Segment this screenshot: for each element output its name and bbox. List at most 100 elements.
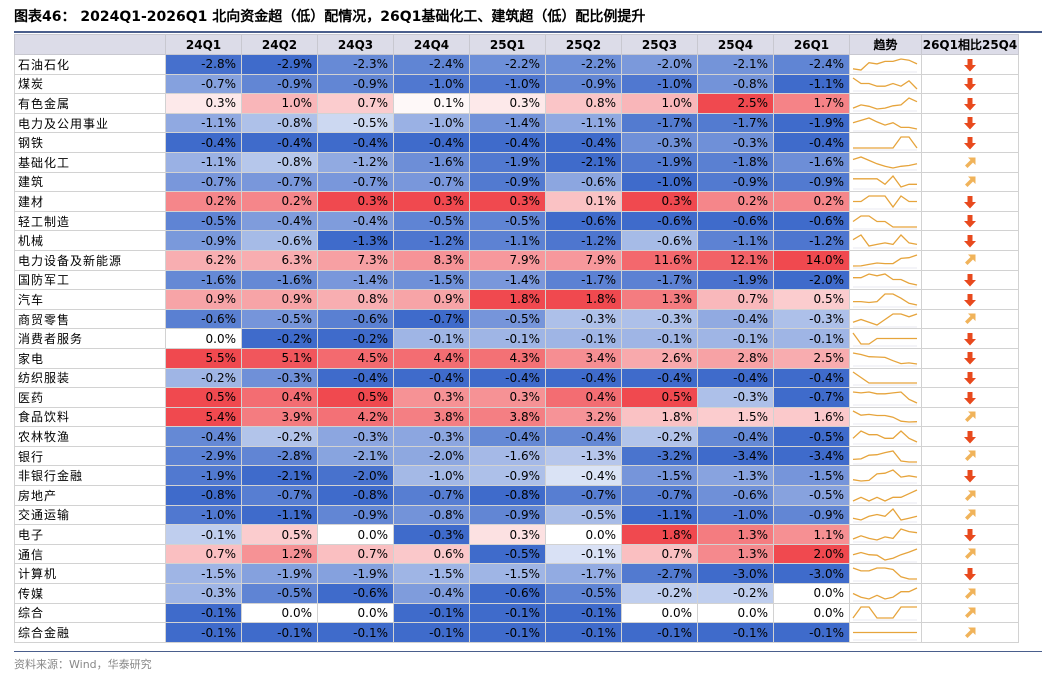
industry-name: 建筑 [14,171,166,193]
overweight-table: 24Q1 24Q2 24Q3 24Q4 25Q1 25Q2 25Q3 25Q4 26Q1 趋势 26… [14,34,1019,643]
value-cell: -1.3% [697,465,774,487]
value-cell: 1.2% [241,543,318,565]
sparkline-svg [852,489,918,504]
value-cell: -0.6% [697,485,774,506]
value-cell: 0.0% [165,328,242,349]
value-cell: -0.4% [697,367,774,389]
value-cell: -0.5% [165,210,242,232]
change-cell [921,347,1019,369]
value-cell: 3.8% [393,406,470,428]
header-25Q2: 25Q2 [545,34,622,55]
header-26Q1相比25Q4: 26Q1相比25Q4 [921,34,1019,55]
arrow-down-icon [964,274,976,287]
value-cell: 7.3% [317,249,394,271]
value-cell: -0.4% [545,426,622,447]
value-cell: -1.9% [469,151,546,173]
industry-name: 建材 [14,191,166,212]
sparkline-line [852,528,918,541]
trend-sparkline [849,504,922,526]
sparkline-svg [853,273,918,288]
change-cell [921,543,1019,565]
bottom-rule [14,651,1042,652]
value-cell: -0.1% [621,622,698,643]
industry-name: 计算机 [14,563,166,585]
value-cell: 0.3% [393,191,470,212]
value-cell: -0.1% [469,602,546,624]
value-cell: -0.4% [469,367,546,389]
value-cell: -2.3% [317,54,394,75]
value-cell: -0.4% [393,583,470,604]
value-cell: -0.8% [165,485,242,506]
value-cell: -1.2% [545,230,622,251]
value-cell: -1.0% [621,73,698,95]
table-row: 机械 -0.9% -0.6% -1.3% -1.2% -1.1% -1.2% -0.6% -1.… [14,230,1019,251]
arrow-down-icon [964,78,976,91]
sparkline-svg [852,528,918,543]
trend-sparkline [849,269,922,291]
value-cell: -0.9% [773,171,850,193]
table-row: 有色金属 0.3% 1.0% 0.7% 0.1% 0.3% 0.8% 1.0% 2.5% 1.7% [14,93,1019,114]
sparkline-svg [853,175,917,190]
table-row: 交通运输 -1.0% -1.1% -0.9% -0.8% -0.9% -0.5% -1.1% -… [14,504,1019,526]
value-cell: 0.0% [545,524,622,545]
value-cell: -1.7% [545,269,622,291]
value-cell: -0.5% [773,426,850,447]
header-row: 24Q1 24Q2 24Q3 24Q4 25Q1 25Q2 25Q3 25Q4 26Q1 趋势 26… [14,34,1019,55]
value-cell: -0.8% [241,151,318,173]
sparkline-svg [852,430,918,445]
value-cell: 3.8% [469,406,546,428]
table-row: 消费者服务 0.0% -0.2% -0.2% -0.1% -0.1% -0.1% -0.1% -… [14,328,1019,349]
value-cell: -0.1% [393,622,470,643]
value-cell: -1.5% [393,563,470,585]
value-cell: 0.8% [545,93,622,114]
table-row: 食品饮料 5.4% 3.9% 4.2% 3.8% 3.8% 3.2% 1.8% 1.5% 1.6% [14,406,1019,428]
trend-sparkline [849,406,922,428]
header-24Q3: 24Q3 [317,34,394,55]
trend-sparkline [849,132,922,153]
sparkline-svg [852,606,917,621]
value-cell: -1.0% [469,73,546,95]
value-cell: -2.7% [621,563,698,585]
value-cell: -0.1% [165,602,242,624]
sparkline-line [852,391,918,404]
table-row: 石油石化 -2.8% -2.9% -2.3% -2.4% -2.2% -2.2% -2.0% -… [14,54,1019,75]
arrow-down-icon [964,195,976,209]
value-cell: -0.8% [393,504,470,526]
industry-name: 消费者服务 [14,328,166,349]
value-cell: -0.4% [773,367,850,389]
change-cell [921,524,1019,545]
header-25Q4: 25Q4 [697,34,774,55]
trend-sparkline [849,602,922,624]
value-cell: -0.4% [469,132,546,153]
industry-name: 轻工制造 [14,210,166,232]
value-cell: -1.6% [773,151,850,173]
value-cell: -1.0% [621,171,698,193]
value-cell: -0.9% [545,73,622,95]
trend-sparkline [849,171,922,193]
value-cell: 14.0% [773,249,850,271]
value-cell: -1.2% [317,151,394,173]
arrow-up-right-icon [965,509,976,521]
change-cell [921,406,1019,428]
value-cell: -0.3% [697,387,774,408]
value-cell: -0.1% [545,622,622,643]
value-cell: 0.0% [621,602,698,624]
value-cell: -3.0% [697,563,774,585]
value-cell: -0.2% [241,426,318,447]
sparkline-line [852,214,917,228]
value-cell: -0.7% [545,485,622,506]
industry-name: 家电 [14,347,166,369]
sparkline-line [852,606,917,620]
table-body: 石油石化 -2.8% -2.9% -2.3% -2.4% -2.2% -2.2% -2.0% -… [14,54,1019,643]
change-cell [921,387,1019,408]
value-cell: -1.7% [545,563,622,585]
value-cell: -0.8% [317,485,394,506]
value-cell: -0.9% [317,504,394,526]
arrow-up-right-icon [965,627,976,638]
sparkline-line [852,77,918,90]
change-cell [921,112,1019,134]
value-cell: -0.1% [165,524,242,545]
value-cell: -2.1% [697,54,774,75]
header-24Q4: 24Q4 [393,34,470,55]
sparkline-svg [852,352,918,367]
